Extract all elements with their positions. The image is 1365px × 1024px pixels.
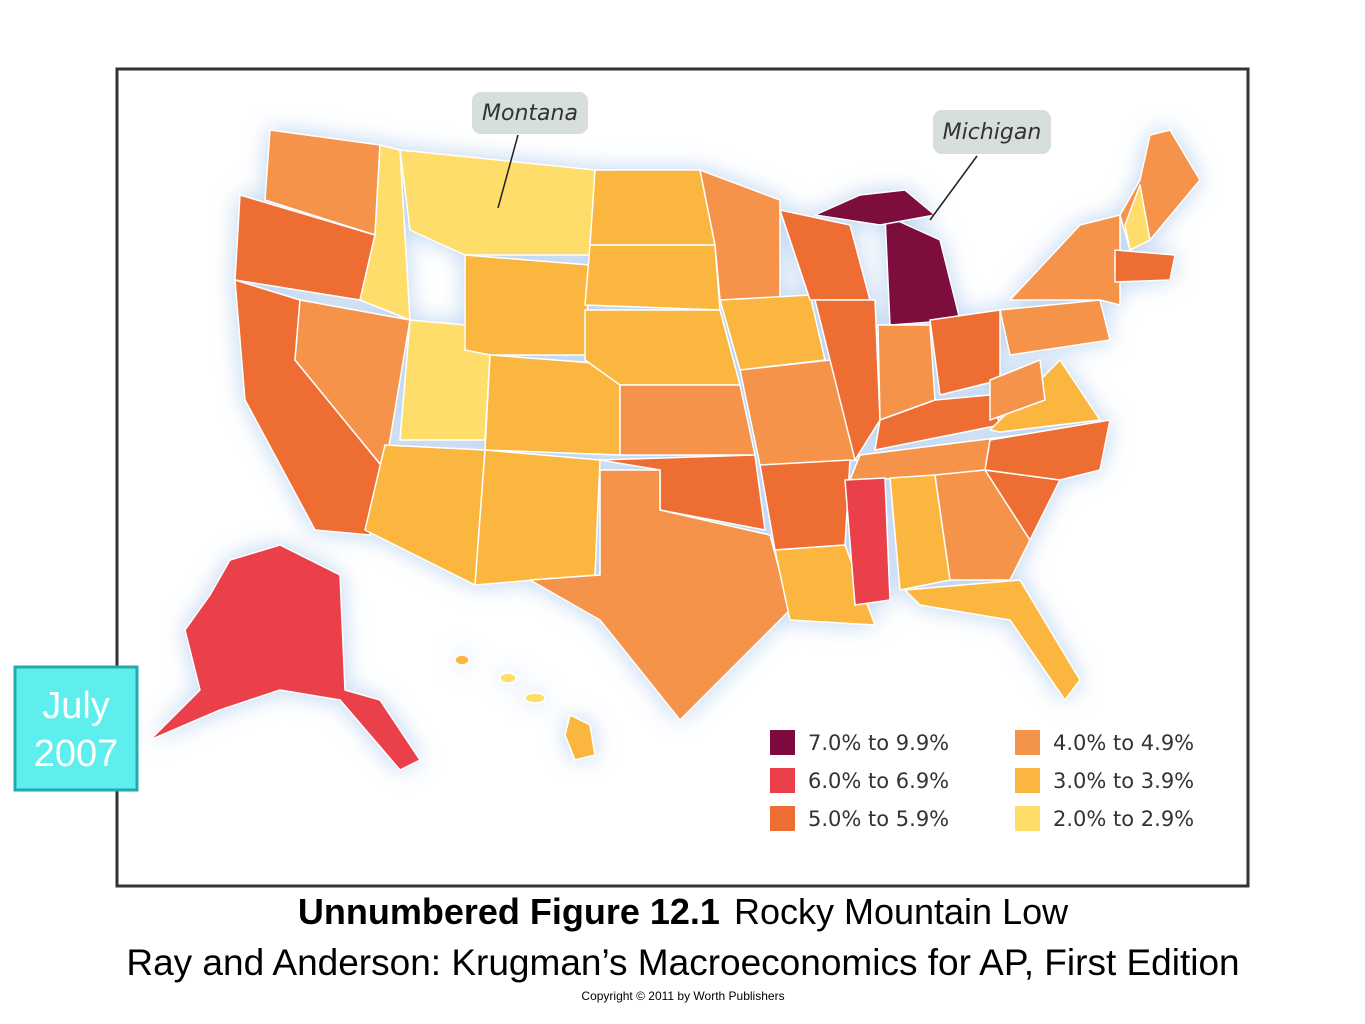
callout-montana: Montana <box>472 92 588 209</box>
region <box>1114 249 1176 283</box>
region <box>564 714 596 761</box>
legend-swatch <box>1015 730 1040 755</box>
callout-michigan: Michigan <box>929 110 1051 221</box>
region <box>999 299 1111 356</box>
legend-label: 5.0% to 5.9% <box>808 807 949 831</box>
region <box>989 359 1046 421</box>
region <box>844 477 891 606</box>
badge-line: 2007 <box>34 733 119 775</box>
region <box>454 654 470 666</box>
region <box>814 189 936 226</box>
region <box>524 692 546 704</box>
legend-swatch <box>770 768 795 793</box>
callout-label: Michigan <box>943 120 1042 145</box>
region <box>904 579 1081 701</box>
date-badge: July 2007 <box>13 665 139 792</box>
legend-label: 7.0% to 9.9% <box>808 731 949 755</box>
region <box>1124 184 1151 251</box>
region <box>934 469 1031 581</box>
region <box>499 672 517 684</box>
legend: 7.0% to 9.9% 6.0% to 6.9% 5.0% to 5.9% 4.0%… <box>770 730 1194 831</box>
legend-swatch <box>770 730 795 755</box>
region <box>474 449 601 586</box>
region <box>589 169 716 246</box>
legend-label: 2.0% to 2.9% <box>1053 807 1194 831</box>
region <box>584 309 741 386</box>
figure-name: Rocky Mountain Low <box>734 891 1069 932</box>
figure-title: Unnumbered Figure 12.1 Rocky Mountain Low <box>298 891 1069 932</box>
legend-label: 6.0% to 6.9% <box>808 769 949 793</box>
legend-swatch <box>1015 768 1040 793</box>
legend-label: 3.0% to 3.9% <box>1053 769 1194 793</box>
us-map <box>149 129 1201 771</box>
legend-label: 4.0% to 4.9% <box>1053 731 1194 755</box>
region <box>464 254 591 356</box>
region <box>529 469 791 721</box>
badge-line: July <box>42 685 110 727</box>
region <box>814 299 881 461</box>
figure-number: Unnumbered Figure 12.1 <box>298 891 720 932</box>
copyright: Copyright © 2011 by Worth Publishers <box>581 989 784 1003</box>
callout-label: Montana <box>482 101 578 126</box>
legend-swatch <box>1015 806 1040 831</box>
region <box>599 454 766 531</box>
region <box>399 149 596 256</box>
region <box>149 544 421 771</box>
region <box>774 544 876 626</box>
region <box>584 244 721 311</box>
source: Ray and Anderson: Krugman’s Macroeconomi… <box>126 942 1239 983</box>
legend-swatch <box>770 806 795 831</box>
region <box>759 459 851 551</box>
region <box>359 144 411 321</box>
region <box>984 419 1111 481</box>
region <box>619 384 756 456</box>
